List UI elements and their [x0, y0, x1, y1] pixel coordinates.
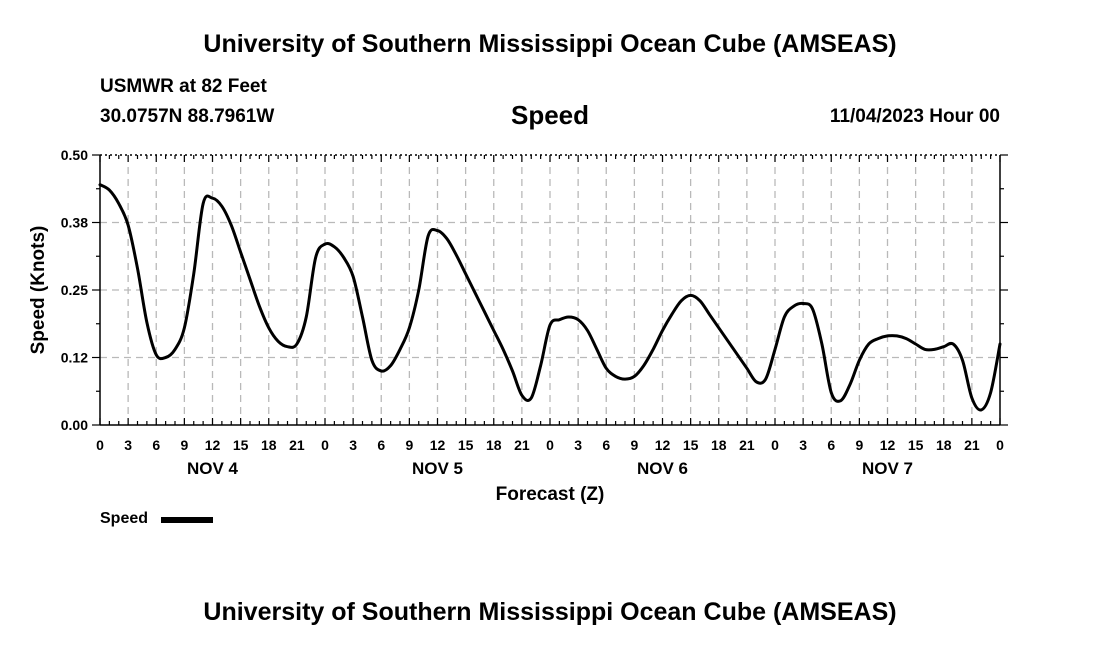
x-tick-label: 6 [152, 437, 160, 453]
x-tick-label: 15 [683, 437, 699, 453]
y-axis-title: Speed (Knots) [28, 226, 49, 355]
x-tick-label: 18 [486, 437, 502, 453]
x-tick-label: 12 [880, 437, 896, 453]
plot-name: Speed [510, 100, 590, 130]
x-tick-label: 0 [96, 437, 104, 453]
x-tick-label: 9 [855, 437, 863, 453]
x-tick-label: 15 [458, 437, 474, 453]
x-tick-label: 9 [405, 437, 413, 453]
footer-title: University of Southern Mississippi Ocean… [203, 598, 897, 626]
x-tick-label: 3 [799, 437, 807, 453]
day-label: NOV 7 [862, 459, 913, 478]
x-tick-label: 0 [546, 437, 554, 453]
x-tick-label: 9 [630, 437, 638, 453]
x-tick-label: 15 [908, 437, 924, 453]
x-tick-label: 21 [739, 437, 755, 453]
y-tick-label: 0.12 [61, 350, 88, 366]
y-tick-label: 0.00 [61, 417, 88, 433]
x-tick-label: 21 [514, 437, 530, 453]
series-line-speed [98, 183, 1002, 412]
day-label: NOV 6 [637, 459, 688, 478]
x-tick-label: 3 [349, 437, 357, 453]
legend-swatch [161, 517, 213, 523]
x-tick-label: 0 [321, 437, 329, 453]
x-tick-label: 12 [205, 437, 221, 453]
x-tick-label: 6 [827, 437, 835, 453]
x-tick-label: 3 [124, 437, 132, 453]
x-tick-label: 12 [430, 437, 446, 453]
y-tick-label: 0.38 [61, 215, 88, 231]
x-tick-label: 0 [771, 437, 779, 453]
x-tick-label: 9 [180, 437, 188, 453]
x-tick-label: 21 [289, 437, 305, 453]
x-tick-label: 15 [233, 437, 249, 453]
x-tick-label: 18 [711, 437, 727, 453]
day-label: NOV 5 [412, 459, 463, 478]
x-tick-label: 6 [602, 437, 610, 453]
x-tick-label: 18 [261, 437, 277, 453]
chart-main-title: University of Southern Mississippi Ocean… [203, 30, 897, 58]
x-tick-label: 0 [996, 437, 1004, 453]
x-tick-label: 3 [574, 437, 582, 453]
x-tick-label: 21 [964, 437, 980, 453]
legend-label: Speed [100, 510, 149, 527]
y-tick-label: 0.50 [61, 147, 88, 163]
x-tick-label: 18 [936, 437, 952, 453]
station-label: USMWR at 82 Feet [100, 76, 267, 97]
x-tick-label: 12 [655, 437, 671, 453]
forecast-datetime: 11/04/2023 Hour 00 [829, 106, 1000, 127]
y-tick-label: 0.25 [61, 282, 88, 298]
x-tick-label: 6 [377, 437, 385, 453]
x-axis-title: Forecast (Z) [496, 484, 605, 505]
coordinates-label: 30.0757N 88.7961W [100, 106, 275, 127]
day-label: NOV 4 [187, 459, 239, 478]
